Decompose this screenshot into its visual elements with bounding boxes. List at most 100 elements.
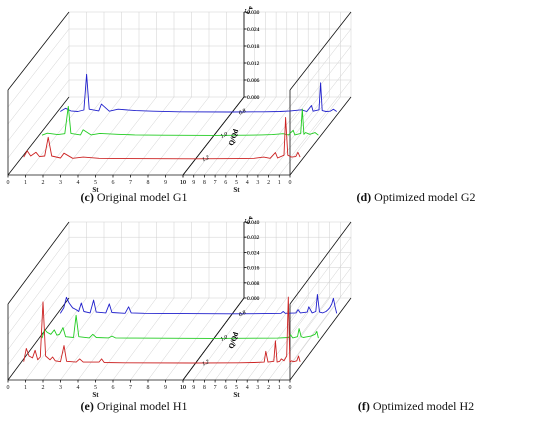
top-left-edge [289, 11, 352, 91]
left-floor-edge [289, 96, 352, 176]
side-wall-gridline [7, 237, 70, 320]
z-tick-label: 0.024 [247, 250, 260, 256]
depth-axis-line [182, 96, 245, 176]
side-wall-gridline [7, 45, 70, 125]
x-tick-label: 7 [129, 180, 132, 186]
side-wall-gridline [7, 252, 70, 335]
top-left-edge [7, 221, 70, 305]
x-tick-label: 3 [59, 385, 62, 391]
depth-tick-label: 1.0 [220, 131, 229, 139]
top-left-edge [7, 11, 70, 91]
z-tick-label: 0.012 [247, 61, 260, 67]
z-tick-label: 0.006 [247, 78, 260, 84]
floor-gridline [95, 96, 157, 176]
z-tick-label: 0.024 [247, 27, 260, 33]
x-tick-label: 0 [289, 180, 292, 186]
x-tick-label: 3 [256, 385, 259, 391]
x-axis-title: St [92, 186, 99, 194]
floor-gridline [130, 297, 192, 381]
side-wall-gridline [7, 62, 70, 142]
x-tick-label: 0 [7, 180, 10, 186]
floor-gridline [147, 297, 210, 381]
x-tick-label: 8 [203, 180, 206, 186]
z-tick-label: 0.008 [247, 281, 260, 287]
panel-caption-label: (c) [81, 190, 97, 204]
x-tick-label: 6 [112, 385, 115, 391]
x-tick-label: 9 [164, 180, 167, 186]
z-tick-label: 0.000 [247, 95, 260, 101]
x-tick-label: 2 [42, 385, 45, 391]
floor-gridline [204, 297, 266, 381]
x-axis-title: St [92, 391, 99, 399]
floor-gridline [268, 96, 330, 176]
side-wall-gridline [289, 282, 352, 365]
panel-caption-text: Original model H1 [97, 399, 188, 413]
panel-caption: (e) Original model H1 [81, 399, 188, 413]
side-wall-gridline [289, 28, 352, 108]
floor-gridline [214, 297, 277, 381]
x-tick-label: 4 [77, 385, 80, 391]
series-line-1-2 [195, 117, 301, 160]
x-tick-label: 0 [7, 385, 10, 391]
side-wall-gridline [7, 282, 70, 365]
top-left-edge [289, 221, 352, 305]
x-axis-title: St [233, 391, 240, 399]
z-axis-title-subscript: p [249, 216, 254, 219]
z-tick-label: 0.024 [247, 27, 260, 33]
x-tick-label: 6 [112, 180, 115, 186]
floor-gridline [42, 96, 105, 176]
side-wall-gridline [289, 252, 352, 335]
x-tick-label: 10 [180, 180, 186, 186]
x-tick-label: 4 [77, 180, 80, 186]
x-tick-label: 2 [267, 385, 270, 391]
x-tick-label: 2 [42, 180, 45, 186]
x-tick-label: 5 [235, 385, 238, 391]
floor-gridline [130, 96, 192, 176]
floor-gridline [193, 297, 255, 381]
z-tick-label: 0.000 [247, 95, 260, 101]
floor-gridline [147, 96, 210, 176]
floor-gridline [77, 297, 140, 381]
x-tick-label: 4 [246, 385, 249, 391]
x-tick-label: 8 [203, 385, 206, 391]
floor-gridline [165, 96, 227, 176]
panel-caption-text: Optimized model H2 [373, 399, 474, 413]
depth-tick-label: 0.8 [238, 310, 247, 318]
z-axis-title-symbol: C [244, 219, 252, 224]
x-tick-label: 4 [246, 180, 249, 186]
z-tick-label: 0.018 [247, 44, 260, 50]
x-tick-label: 5 [235, 180, 238, 186]
series-line-1-0 [213, 328, 319, 339]
chart-panel-e: 0 1 2 3 4 5 6 7 8 9 10 St 0.000 0.008 0.016 0.024 0.032 0… [7, 216, 260, 413]
side-wall-gridline [289, 267, 352, 350]
x-tick-label: 5 [94, 385, 97, 391]
x-tick-label: 10 [180, 180, 186, 186]
floor-gridline [257, 96, 320, 176]
z-tick-label: 0.016 [247, 266, 260, 272]
series-line-0-8 [60, 73, 232, 113]
z-axis-title-symbol: C [244, 9, 252, 14]
z-tick-label: 0.000 [247, 296, 260, 302]
x-tick-label: 8 [147, 180, 150, 186]
series-line-0-8 [231, 293, 338, 315]
floor-gridline [42, 297, 105, 381]
floor-gridline [193, 96, 255, 176]
x-tick-label: 3 [59, 180, 62, 186]
x-tick-label: 10 [180, 385, 186, 391]
left-floor-edge [7, 96, 70, 176]
side-wall-gridline [7, 79, 70, 159]
z-axis-title-subscript: p [249, 6, 254, 9]
x-tick-label: 1 [278, 180, 281, 186]
x-tick-label: 3 [256, 180, 259, 186]
series-line-1-2 [23, 301, 196, 364]
z-axis-title-symbol: C [244, 9, 252, 14]
series-line-1-0 [41, 105, 214, 136]
x-tick-label: 6 [224, 385, 227, 391]
x-tick-label: 9 [192, 385, 195, 391]
z-tick-label: 0.040 [247, 220, 260, 226]
panel-caption: (c) Original model G1 [81, 190, 188, 204]
x-tick-label: 6 [224, 180, 227, 186]
chart-panel-c: 0 1 2 3 4 5 6 7 8 9 10 St 0.000 0.006 0.012 0.018 0.024 0… [7, 6, 260, 204]
floor-gridline [25, 297, 87, 381]
side-wall-gridline [7, 267, 70, 350]
